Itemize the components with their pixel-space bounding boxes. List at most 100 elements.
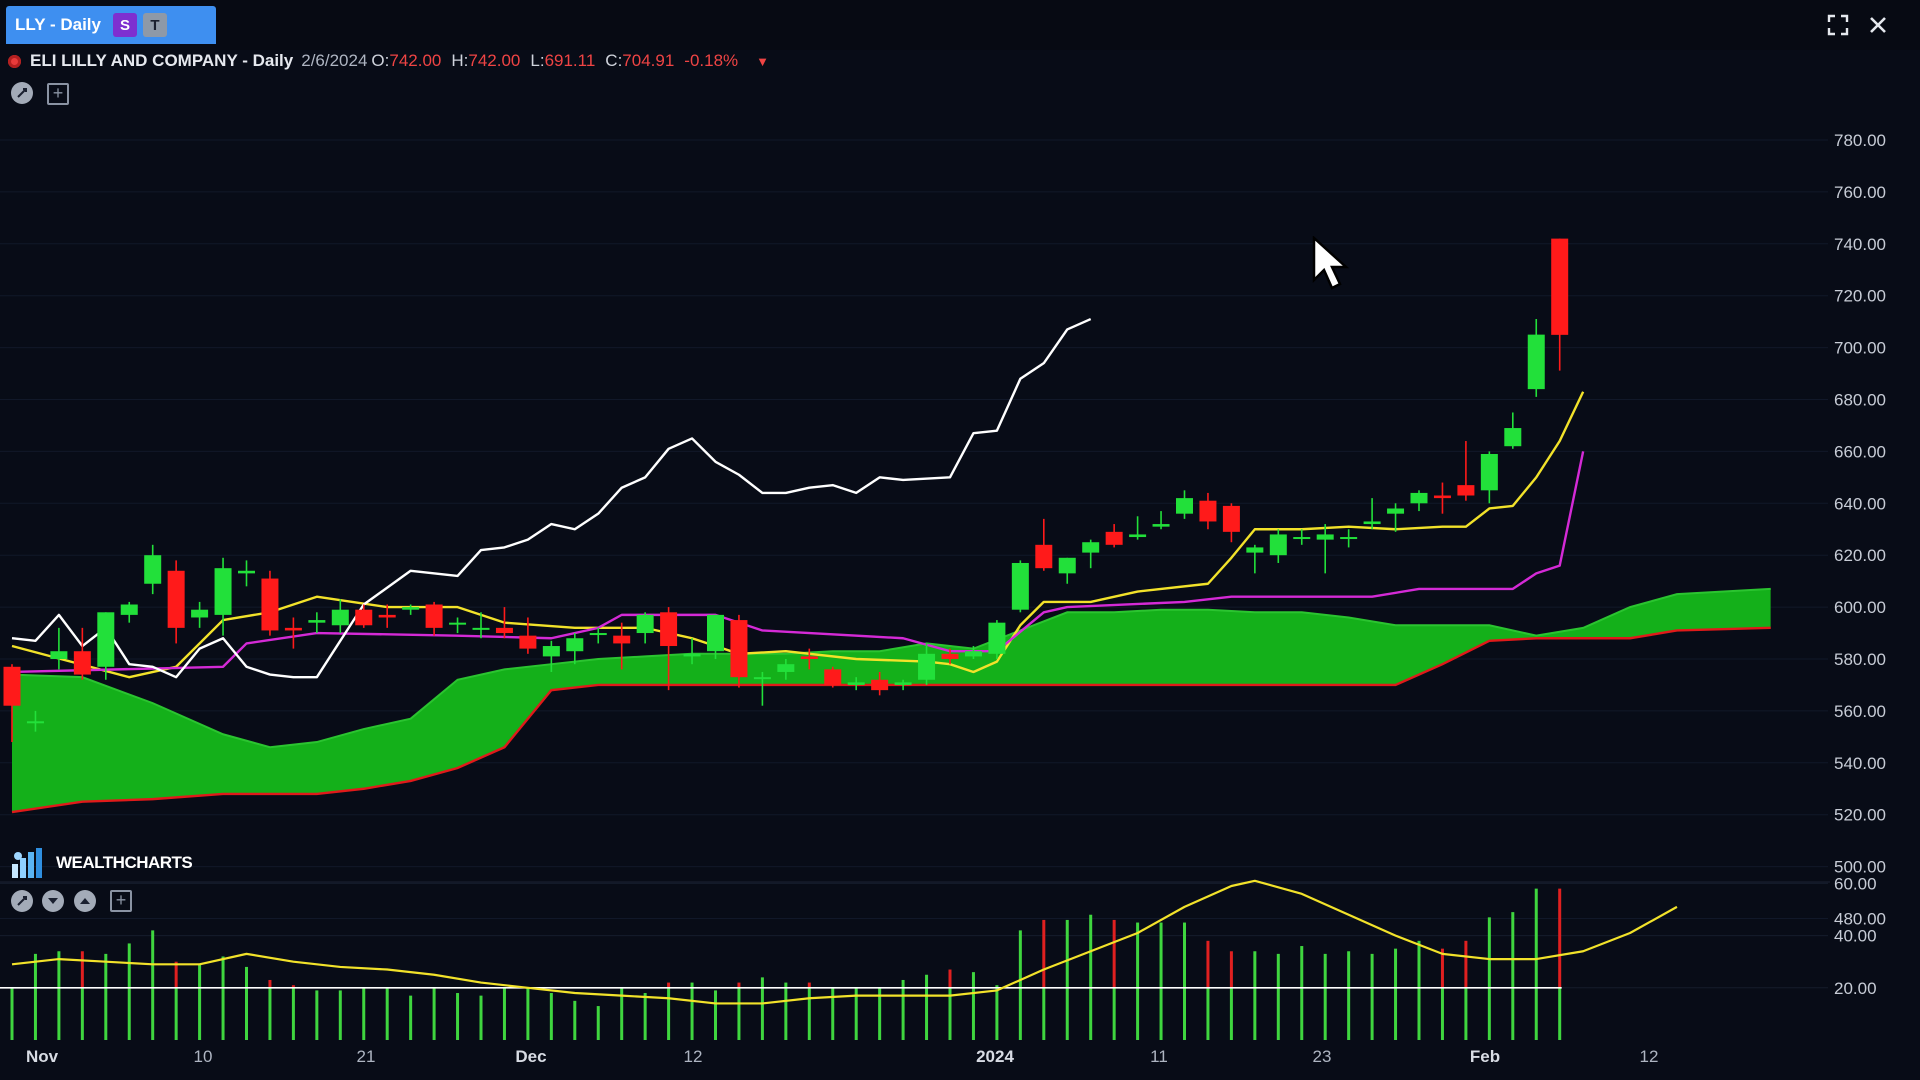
legend-high: 742.00: [468, 51, 521, 70]
tab-badge-t[interactable]: T: [142, 13, 167, 37]
volume-bar: [971, 972, 975, 1040]
price-axis-label: 580.00: [1834, 650, 1886, 669]
volume-bar: [1276, 953, 1280, 1040]
price-axis-label: 600.00: [1834, 598, 1886, 617]
volume-bar: [1511, 912, 1515, 1040]
volume-bar: [1534, 888, 1538, 1040]
volume-bar: [1464, 940, 1468, 988]
maximize-icon[interactable]: [1823, 10, 1853, 40]
candle-body: [1480, 453, 1498, 491]
candle-body: [1504, 428, 1522, 447]
candle-body: [261, 578, 279, 631]
volume-bar: [901, 979, 905, 1040]
volume-bar: [1253, 951, 1257, 1040]
volume-bar: [127, 943, 131, 1040]
pane-down-icon[interactable]: [42, 890, 64, 912]
time-axis-label: 21: [357, 1047, 376, 1066]
candle-body: [144, 555, 162, 584]
volume-bar: [479, 995, 483, 1040]
legend-open: 742.00: [389, 51, 442, 70]
volume-bar: [1206, 987, 1210, 1040]
candle-body: [402, 607, 420, 610]
candle-body: [894, 682, 912, 685]
legend-close: 704.91: [622, 51, 675, 70]
candle-body: [1387, 508, 1405, 514]
volume-bar: [807, 987, 811, 1040]
ichimoku-cloud-bull: [12, 588, 1771, 813]
candle-body: [1176, 498, 1193, 514]
price-axis-label: 480.00: [1834, 910, 1886, 929]
pane-up-icon[interactable]: [74, 890, 96, 912]
volume-bar: [268, 979, 272, 988]
candle-body: [1058, 557, 1076, 574]
candle-body: [918, 653, 936, 680]
legend-open-label: O:: [371, 51, 390, 70]
volume-bar: [1558, 987, 1562, 1040]
add-indicator-icon[interactable]: +: [47, 83, 69, 105]
volume-bar: [1042, 919, 1046, 988]
volume-bar: [315, 990, 319, 1040]
volume-bar: [1440, 948, 1444, 988]
volume-bar: [1206, 940, 1210, 988]
volume-bar: [854, 987, 858, 1040]
candle-body: [941, 653, 959, 659]
chart-tab[interactable]: LLY - Daily S T: [6, 6, 216, 44]
volume-bar: [198, 964, 202, 1040]
candle-body: [1035, 544, 1053, 569]
time-axis-label: 2024: [976, 1047, 1014, 1066]
volume-bar: [760, 977, 764, 1040]
candle-body: [683, 653, 701, 657]
volume-bar: [995, 985, 999, 1040]
volume-bar: [1183, 922, 1186, 1040]
candle-body: [1527, 334, 1545, 390]
candle-body: [50, 651, 68, 659]
candle-body: [566, 638, 584, 652]
candle-body: [1246, 547, 1264, 553]
price-axis-label: 740.00: [1834, 235, 1886, 254]
volume-bar: [1347, 951, 1351, 1040]
candle-body: [1551, 238, 1569, 335]
close-icon[interactable]: [1863, 10, 1893, 40]
volume-bar: [57, 951, 61, 1040]
volume-bar: [291, 987, 295, 1040]
volume-bar: [807, 982, 811, 988]
tab-badge-s[interactable]: S: [112, 13, 137, 37]
volume-bar: [33, 953, 37, 1040]
volume-bar: [596, 1006, 600, 1040]
volume-bar: [667, 987, 671, 1040]
time-axis-label: Feb: [1470, 1047, 1500, 1066]
candle-body: [167, 570, 185, 628]
indicator-settings-icon[interactable]: [11, 82, 33, 104]
candle-body: [613, 635, 631, 644]
volume-bar: [690, 982, 694, 1040]
volume-bar: [338, 990, 342, 1040]
volume-bar: [526, 987, 530, 1040]
candle-body: [449, 622, 467, 625]
volume-bar: [1464, 987, 1468, 1040]
time-axis-label: 11: [1150, 1047, 1168, 1066]
volume-bar: [174, 961, 178, 988]
volume-bar: [1417, 940, 1421, 1040]
candle-body: [284, 627, 302, 631]
indicator-line-chikou: [11, 317, 1092, 679]
candle-body: [238, 570, 255, 574]
candle-body: [1457, 485, 1475, 496]
candle-body: [120, 604, 138, 615]
time-axis-label: 12: [684, 1047, 703, 1066]
add-pane-indicator-icon[interactable]: +: [110, 890, 132, 912]
volume-bar: [456, 993, 460, 1040]
candle-body: [1293, 537, 1311, 540]
volume-bar: [221, 956, 225, 1040]
volume-bar: [878, 987, 882, 1040]
candle-body: [1222, 505, 1240, 532]
volume-bar: [1323, 953, 1327, 1040]
price-axis-label: 500.00: [1834, 858, 1886, 877]
volume-settings-icon[interactable]: [11, 890, 33, 912]
legend-close-label: C:: [605, 51, 623, 70]
volume-bar: [1440, 987, 1444, 1040]
volume-bar: [80, 951, 84, 988]
volume-bar: [432, 987, 436, 1040]
candle-body: [636, 614, 654, 634]
volume-bar: [268, 987, 272, 1040]
